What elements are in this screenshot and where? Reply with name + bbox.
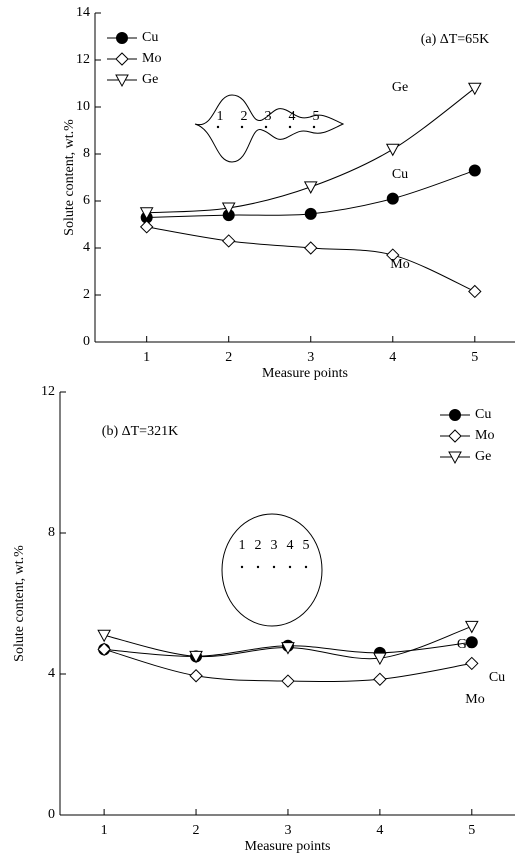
marker — [386, 192, 399, 205]
marker — [468, 164, 481, 177]
y-tick-label: 4 — [83, 240, 90, 255]
legend-marker — [448, 451, 462, 465]
x-tick-label: 2 — [225, 350, 232, 365]
x-tick-label: 1 — [101, 823, 108, 838]
inset-shape — [221, 513, 323, 627]
marker — [304, 241, 318, 255]
inset-label: 5 — [313, 109, 320, 124]
marker — [97, 629, 111, 643]
y-tick-label: 10 — [76, 99, 90, 114]
inset-dot — [272, 565, 276, 569]
y-tick-label: 6 — [83, 193, 90, 208]
y-tick-label: 0 — [48, 807, 55, 822]
x-axis-label: Measure points — [262, 366, 348, 381]
inset-label: 5 — [303, 538, 310, 553]
y-axis-label: Solute content, wt.% — [62, 119, 77, 236]
marker — [139, 220, 154, 234]
marker — [464, 620, 479, 634]
y-tick-label: 8 — [83, 146, 90, 161]
x-tick-label: 2 — [193, 823, 200, 838]
annotation: (a) ΔT=65K — [421, 32, 490, 47]
inset-dot — [312, 125, 316, 129]
inset-label: 1 — [217, 109, 224, 124]
inset-dot — [240, 565, 244, 569]
marker — [468, 284, 482, 299]
series-line — [146, 226, 476, 292]
marker — [373, 672, 387, 686]
marker — [189, 650, 203, 664]
inset-label: 1 — [239, 538, 246, 553]
inset-label: 3 — [265, 109, 272, 124]
series-label: Cu — [489, 670, 505, 685]
series-label: Ge — [392, 80, 408, 95]
x-tick-label: 1 — [143, 350, 150, 365]
inset-shape — [194, 94, 345, 163]
legend-marker — [115, 52, 129, 66]
marker — [281, 642, 295, 655]
legend-marker — [449, 409, 461, 421]
legend-marker — [448, 429, 462, 443]
x-tick-label: 3 — [307, 350, 314, 365]
inset-dot — [256, 565, 260, 569]
x-tick-label: 4 — [389, 350, 396, 365]
inset-label: 2 — [255, 538, 262, 553]
marker — [385, 143, 400, 157]
legend-label: Mo — [142, 51, 161, 66]
inset-dot — [240, 125, 244, 129]
x-tick-label: 4 — [376, 823, 383, 838]
inset-label: 4 — [289, 109, 296, 124]
inset-dot — [216, 125, 220, 129]
marker — [221, 202, 236, 216]
y-tick-label: 4 — [48, 666, 55, 681]
marker — [465, 636, 478, 649]
inset-label: 4 — [287, 538, 294, 553]
x-tick-label: 5 — [468, 823, 475, 838]
marker — [373, 652, 387, 666]
annotation: (b) ΔT=321K — [102, 424, 178, 439]
inset-dot — [304, 565, 308, 569]
marker — [386, 248, 400, 262]
marker — [304, 207, 317, 220]
y-tick-label: 14 — [76, 5, 90, 20]
legend-marker — [116, 32, 128, 44]
inset-dot — [288, 125, 292, 129]
series-line — [146, 87, 476, 214]
x-tick-label: 5 — [471, 350, 478, 365]
y-tick-label: 8 — [48, 525, 55, 540]
inset-label: 3 — [271, 538, 278, 553]
marker — [303, 181, 318, 194]
y-tick-label: 2 — [83, 287, 90, 302]
inset-label: 2 — [241, 109, 248, 124]
inset-dot — [264, 125, 268, 129]
series-label: Mo — [465, 692, 484, 707]
marker — [97, 642, 111, 657]
legend-label: Ge — [475, 449, 491, 464]
x-tick-label: 3 — [284, 823, 291, 838]
series-label: Mo — [390, 257, 409, 272]
marker — [467, 82, 482, 96]
marker — [189, 669, 203, 683]
marker — [222, 234, 236, 248]
series-label: Ge — [457, 637, 473, 652]
series-label: Cu — [392, 167, 408, 182]
x-axis-label: Measure points — [245, 839, 331, 854]
legend-label: Ge — [142, 72, 158, 87]
y-tick-label: 12 — [76, 52, 90, 67]
legend-marker — [115, 74, 129, 88]
legend-label: Mo — [475, 428, 494, 443]
marker — [465, 656, 479, 671]
y-axis-label: Solute content, wt.% — [12, 545, 27, 662]
marker — [281, 674, 295, 688]
y-tick-label: 12 — [41, 384, 55, 399]
legend-label: Cu — [142, 30, 158, 45]
legend-label: Cu — [475, 407, 491, 422]
inset-dot — [288, 565, 292, 569]
y-tick-label: 0 — [83, 334, 90, 349]
marker — [139, 207, 154, 220]
